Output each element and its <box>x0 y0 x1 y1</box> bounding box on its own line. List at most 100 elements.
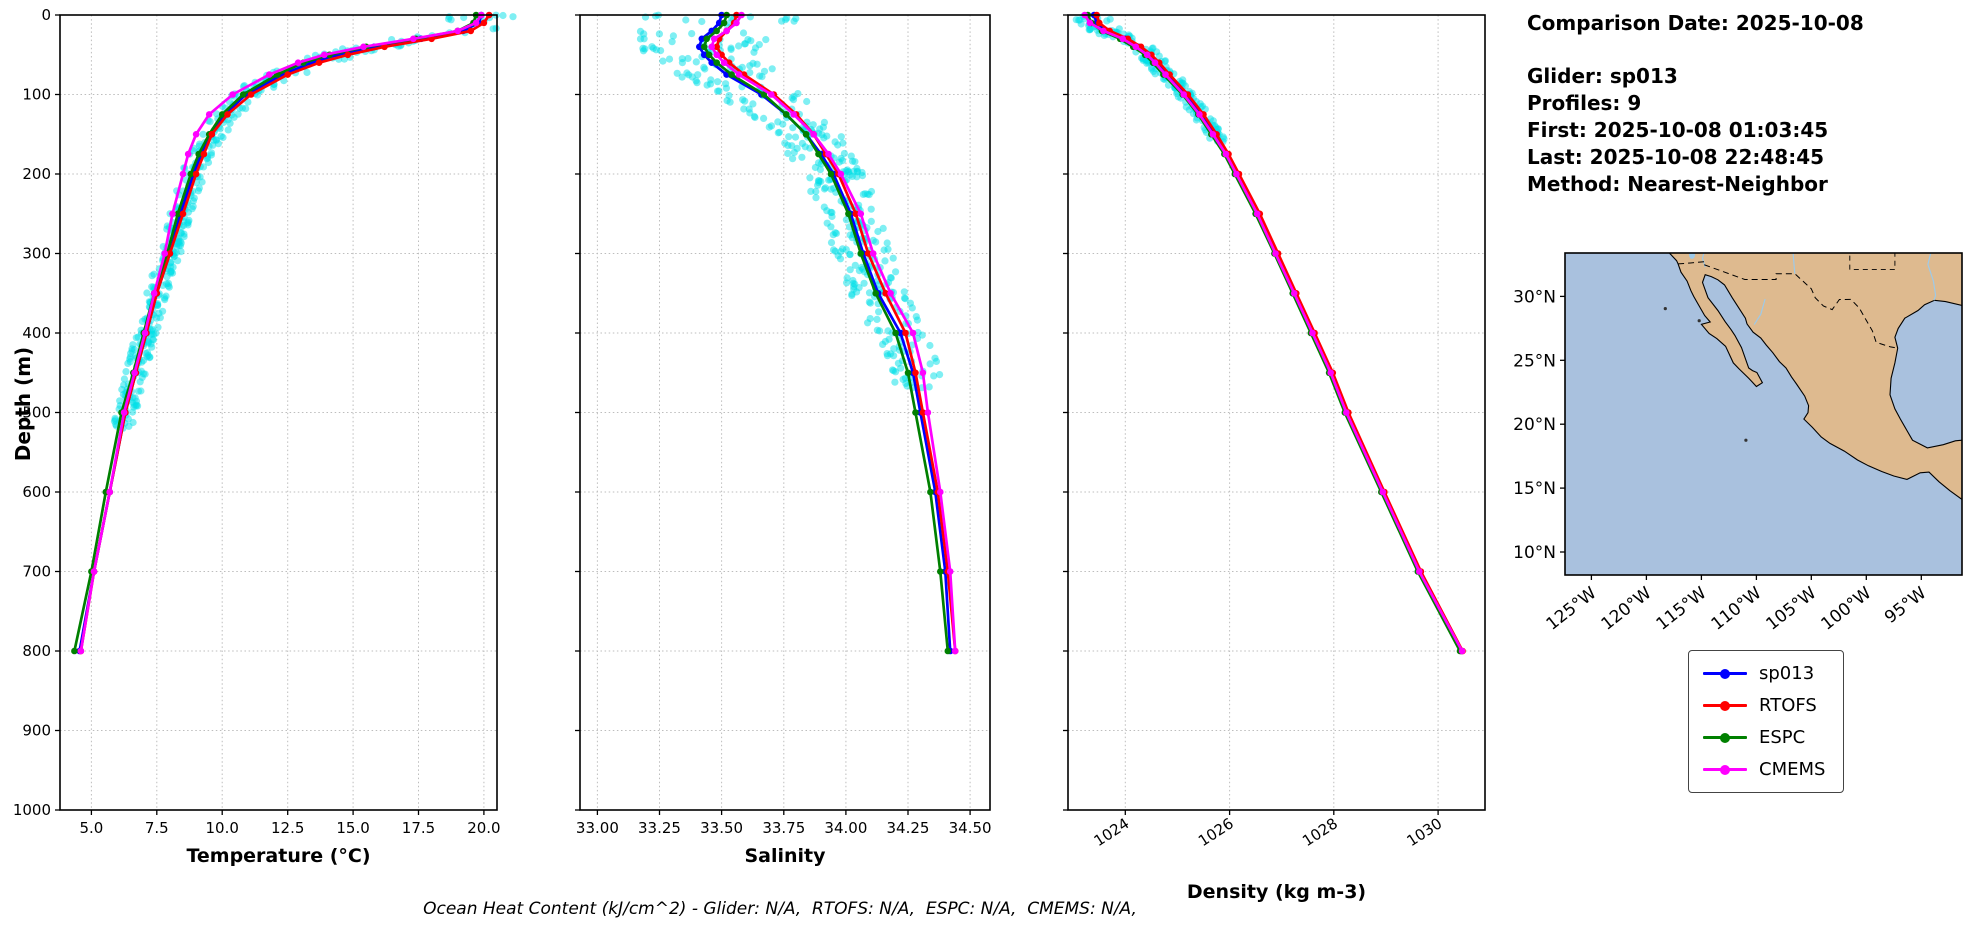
glider-scatter-point <box>873 326 882 334</box>
glider-scatter-point <box>760 67 769 75</box>
series-marker-CMEMS <box>131 369 138 377</box>
x-tick-label: 17.5 <box>402 819 435 837</box>
info-panel: Comparison Date: 2025-10-08 Glider: sp01… <box>1527 10 1864 198</box>
series-marker-CMEMS <box>120 409 128 416</box>
series-marker-RTOFS <box>480 19 488 27</box>
glider-scatter-point <box>139 370 148 378</box>
glider-scatter-point <box>209 141 217 149</box>
glider-scatter-point <box>636 35 645 43</box>
glider-scatter-point <box>873 315 881 323</box>
glider-scatter-point <box>212 136 220 144</box>
series-marker-CMEMS <box>454 27 462 35</box>
series-marker-CMEMS <box>294 59 302 66</box>
glider-scatter-point <box>843 279 851 287</box>
series-marker-CMEMS <box>710 35 718 43</box>
glider-scatter-point <box>692 58 700 66</box>
series-marker-CMEMS <box>141 329 149 337</box>
series-marker-ESPC <box>700 43 708 51</box>
series-marker-CMEMS <box>1327 369 1334 377</box>
series-marker-ESPC <box>720 19 728 27</box>
glider-scatter-point <box>226 119 234 127</box>
glider-scatter-point <box>741 97 749 105</box>
glider-scatter-point <box>809 121 817 129</box>
island <box>1697 319 1701 323</box>
glider-scatter-point <box>812 194 820 202</box>
glider-scatter-point <box>879 340 887 348</box>
glider-scatter-point <box>781 16 790 24</box>
panel-salinity: 33.00 33.25 33.50 33.75 34.00 34.25 34.50 Salin… <box>575 11 992 867</box>
map-frame <box>1564 252 1963 576</box>
x-tick-label: 33.50 <box>700 819 743 837</box>
glider-scatter-point <box>880 246 888 254</box>
map-lon-label: 110°W <box>1708 583 1766 634</box>
glider-scatter-point <box>836 255 845 263</box>
series-line-CMEMS <box>710 14 957 652</box>
series-marker-RTOFS <box>381 43 388 51</box>
glider-scatter-point <box>819 123 828 131</box>
y-tick-label: 300 <box>22 245 51 263</box>
series-marker-CMEMS <box>1253 210 1261 218</box>
glider-scatter-point <box>831 138 839 146</box>
glider-scatter-point <box>768 65 776 73</box>
glider-scatter-point <box>760 114 768 122</box>
x-tick-label: 5.0 <box>79 819 103 837</box>
glider-scatter-point <box>669 32 678 40</box>
glider-scatter-point <box>167 259 175 267</box>
spacer <box>1527 37 1864 63</box>
series-marker-ESPC <box>195 150 202 158</box>
series-marker-ESPC <box>927 488 934 496</box>
series-marker-ESPC <box>174 210 182 218</box>
glider-scatter-point <box>788 142 796 150</box>
glider-scatter-point <box>148 343 156 351</box>
series-marker-RTOFS <box>200 150 208 158</box>
legend-label: sp013 <box>1759 663 1815 684</box>
series-line-CMEMS <box>79 14 483 652</box>
glider-scatter-point <box>706 80 715 88</box>
glider-scatter-point <box>163 273 171 281</box>
glider-scatter-point <box>136 378 144 386</box>
series-marker-RTOFS <box>224 111 231 118</box>
info-line: Method: Nearest-Neighbor <box>1527 172 1828 196</box>
glider-scatter-point <box>806 174 814 182</box>
glider-scatter-point <box>688 29 696 38</box>
series-marker-ESPC <box>705 51 713 59</box>
series-marker-CMEMS <box>790 111 797 118</box>
glider-scatter-point <box>132 334 140 342</box>
legend-line-sample <box>1703 764 1747 775</box>
glider-scatter-point <box>906 299 915 307</box>
series-marker-CMEMS <box>857 210 865 218</box>
series-marker-RTOFS <box>713 43 720 51</box>
glider-scatter-point <box>727 45 735 54</box>
island <box>1663 307 1667 311</box>
series-marker-RTOFS <box>882 290 889 297</box>
glider-scatter-point <box>792 14 800 23</box>
glider-scatter-point <box>851 280 859 288</box>
x-tick-label: 7.5 <box>145 819 169 837</box>
x-tick-label: 1030 <box>1403 814 1445 850</box>
island <box>1744 438 1748 442</box>
glider-scatter-point <box>683 69 691 77</box>
glider-scatter-point <box>682 16 690 24</box>
series-marker-CMEMS <box>924 409 932 416</box>
series-marker-RTOFS <box>344 51 352 59</box>
y-tick-label: 1000 <box>13 801 51 819</box>
glider-scatter-point <box>751 113 759 122</box>
legend-item-RTOFS: RTOFS <box>1703 695 1825 716</box>
glider-scatter-point <box>167 267 175 276</box>
glider-scatter-point <box>851 261 859 269</box>
y-tick-label: 200 <box>22 165 51 183</box>
glider-scatter-point <box>173 243 181 251</box>
glider-scatter-point <box>812 187 820 196</box>
series-marker-ESPC <box>782 111 790 118</box>
series-marker-CMEMS <box>472 19 480 27</box>
x-axis-title-salinity: Salinity <box>744 845 826 867</box>
glider-scatter-point <box>865 289 874 297</box>
glider-scatter-point <box>639 44 647 53</box>
map-lat-label: 10°N <box>1513 543 1556 563</box>
glider-scatter-point <box>892 368 900 376</box>
glider-scatter-point <box>1150 67 1158 75</box>
info-line: Profiles: 9 <box>1527 91 1642 115</box>
glider-scatter-point <box>860 279 868 287</box>
glider-scatter-point <box>874 227 882 236</box>
series-marker-CMEMS <box>720 59 728 66</box>
